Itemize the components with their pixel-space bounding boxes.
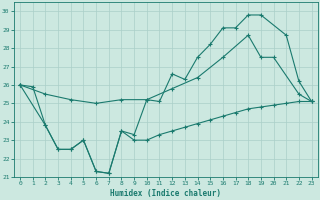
X-axis label: Humidex (Indice chaleur): Humidex (Indice chaleur)	[110, 189, 221, 198]
